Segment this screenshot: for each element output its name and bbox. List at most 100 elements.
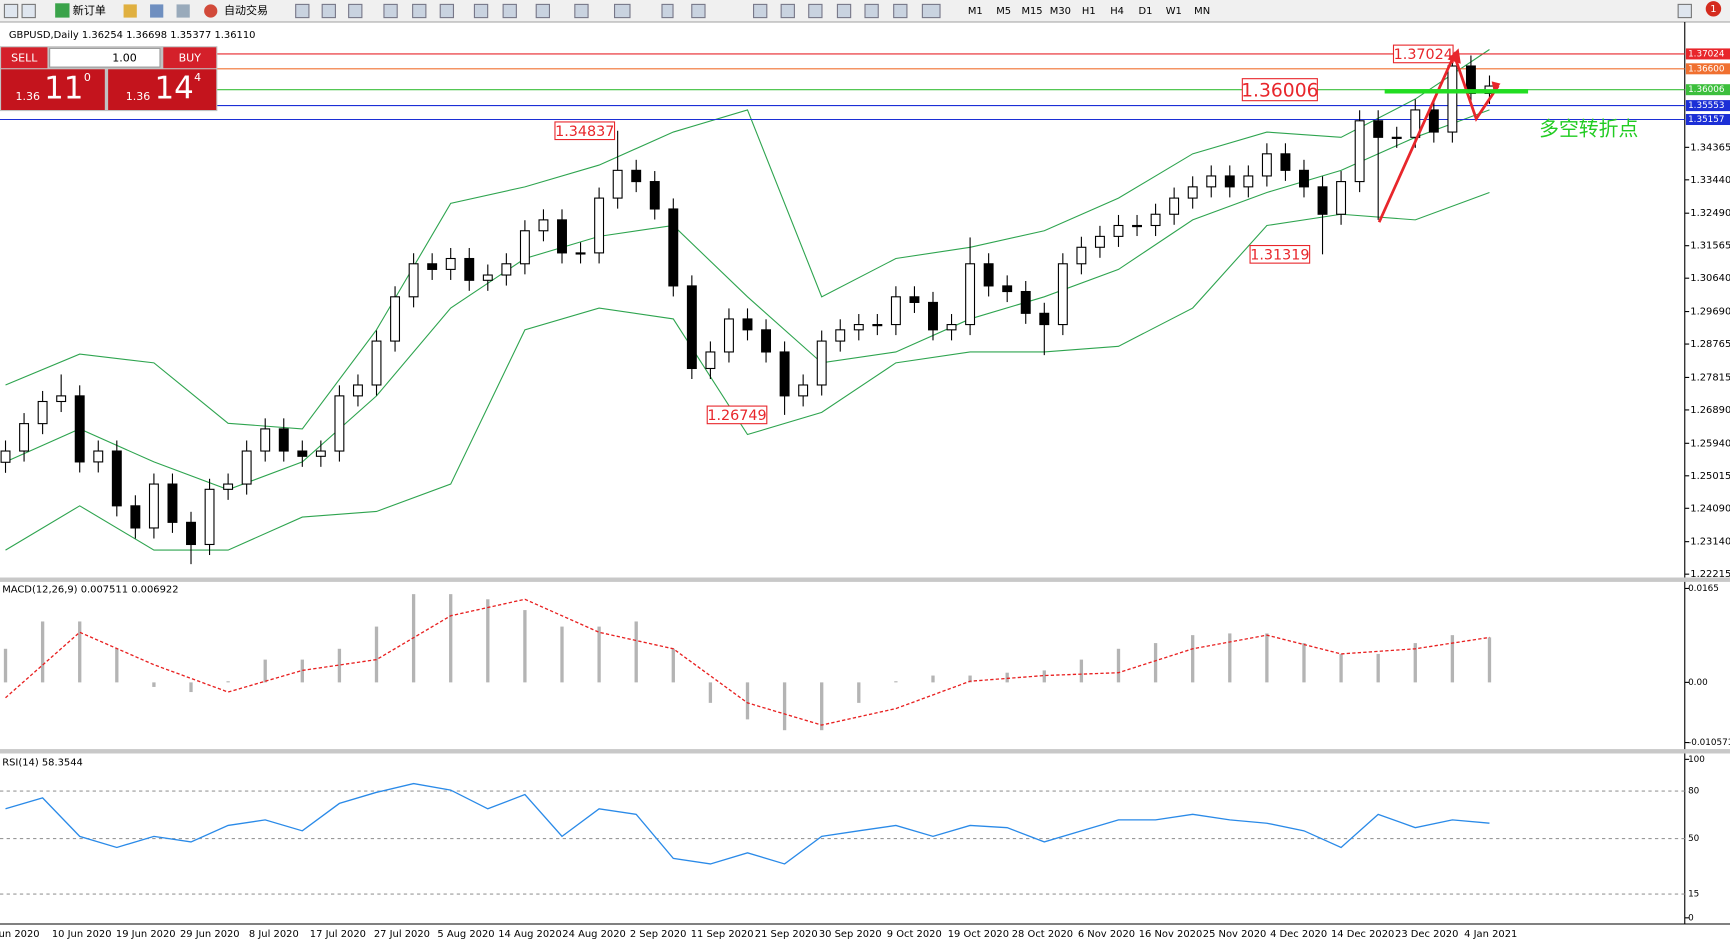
buy-price-box[interactable] (108, 69, 217, 110)
price-label: 1.31319 (1250, 247, 1309, 263)
macd-bar (40, 621, 45, 683)
timeframe[interactable]: W1 (1166, 6, 1182, 17)
macd-bar (1153, 643, 1158, 683)
timeframe[interactable]: M5 (996, 6, 1011, 17)
candle-body (1447, 65, 1458, 133)
x-tick-label: 23 Dec 2020 (1395, 929, 1458, 940)
price-label-box (1249, 244, 1311, 264)
icon[interactable] (893, 3, 908, 19)
timeframe[interactable]: M15 (1021, 6, 1042, 17)
auto-trading[interactable]: 自动交易 (224, 3, 268, 17)
macd-bar (449, 594, 453, 683)
candle-body (835, 329, 846, 342)
macd-bar (152, 682, 156, 687)
signal-line (5, 598, 1490, 726)
icon[interactable] (473, 3, 489, 19)
macd-bar (745, 682, 750, 720)
macd-bar (671, 648, 675, 683)
x-tick-label: 24 Aug 2020 (562, 929, 626, 940)
notification-badge[interactable] (1705, 1, 1722, 17)
lot[interactable]: 1.00 (112, 51, 137, 64)
timeframe[interactable]: M1 (968, 6, 983, 17)
icon[interactable] (21, 3, 36, 19)
candle-body (890, 296, 901, 326)
sell-price-box[interactable] (1, 69, 105, 110)
y-tick-label: 1.29690 (1690, 307, 1730, 318)
candle-body (1094, 235, 1105, 248)
new-order-icon[interactable] (55, 3, 70, 18)
icon[interactable] (753, 3, 768, 19)
candle-body (445, 257, 456, 270)
candle-body (1354, 120, 1365, 183)
sell-button[interactable] (1, 47, 48, 69)
icon[interactable] (502, 3, 517, 19)
auto-trading-icon[interactable] (204, 4, 218, 18)
y-tick-label: 1.22215 (1690, 569, 1730, 580)
timeframe[interactable]: H1 (1082, 6, 1096, 17)
candle-body (705, 351, 716, 370)
timeframe[interactable]: MN (1194, 6, 1210, 17)
bollinger-band (5, 109, 1490, 491)
indicator-title: MACD(12,26,9) 0.007511 0.006922 (2, 585, 178, 596)
buy-label[interactable]: BUY (179, 51, 202, 64)
icon[interactable] (383, 3, 398, 19)
candle-body (742, 318, 753, 331)
y-tick-label: 0 (1688, 913, 1694, 923)
x-tick-label: 29 Jun 2020 (180, 929, 240, 940)
search-icon[interactable] (1677, 3, 1692, 19)
macd-bar (300, 659, 304, 683)
buy-button[interactable] (163, 47, 217, 69)
separator (0, 577, 1730, 582)
timeframe[interactable]: M30 (1050, 6, 1071, 17)
icon[interactable] (780, 3, 795, 19)
x-tick-label: 14 Aug 2020 (498, 929, 562, 940)
icon[interactable] (808, 3, 823, 19)
macd-bar (1302, 643, 1306, 683)
icon[interactable] (348, 3, 363, 19)
x-tick-label: 10 Jun 2020 (52, 929, 112, 940)
x-tick-label: 11 Sep 2020 (691, 929, 754, 940)
annotation: 多空转折点 (1539, 117, 1638, 140)
icon[interactable] (574, 3, 589, 19)
icon[interactable] (3, 3, 19, 19)
new-order[interactable]: 新订单 (73, 3, 106, 17)
candle-body (649, 181, 660, 210)
candle-body (1076, 246, 1087, 265)
icon[interactable] (613, 3, 631, 19)
timeframe[interactable]: H4 (1110, 6, 1124, 17)
candle-body (1132, 224, 1143, 228)
x-tick-label: 14 Dec 2020 (1331, 929, 1394, 940)
icon[interactable] (864, 3, 879, 19)
x-tick-label: Jun 2020 (0, 929, 40, 940)
icon[interactable] (412, 3, 427, 19)
timeframe[interactable]: D1 (1138, 6, 1152, 17)
sell-label[interactable]: SELL (11, 51, 38, 64)
candle-body (93, 450, 104, 463)
icon[interactable] (836, 3, 852, 19)
icon[interactable] (661, 3, 674, 19)
x-tick-label: 6 Nov 2020 (1078, 929, 1135, 940)
y-tick-label: 50 (1688, 834, 1700, 844)
candle-body (260, 428, 271, 452)
x-tick-label: 17 Jul 2020 (310, 929, 366, 940)
icon[interactable] (921, 3, 941, 19)
icon[interactable] (535, 3, 551, 19)
icon[interactable] (176, 4, 190, 18)
x-tick-label: 30 Sep 2020 (819, 929, 882, 940)
candle-body (594, 197, 605, 254)
icon[interactable] (439, 3, 455, 19)
lot-field[interactable] (49, 47, 161, 68)
candle-body (761, 329, 772, 353)
icon[interactable] (321, 3, 336, 19)
macd-bar (857, 682, 861, 703)
icon[interactable] (123, 4, 137, 18)
candle-body (390, 296, 401, 342)
icon[interactable] (150, 4, 164, 18)
price-label: 1.34837 (555, 124, 614, 140)
macd-bar (3, 648, 8, 683)
x-tick-label: 8 Jul 2020 (249, 929, 299, 940)
icon[interactable] (691, 3, 706, 19)
icon[interactable] (295, 3, 310, 19)
